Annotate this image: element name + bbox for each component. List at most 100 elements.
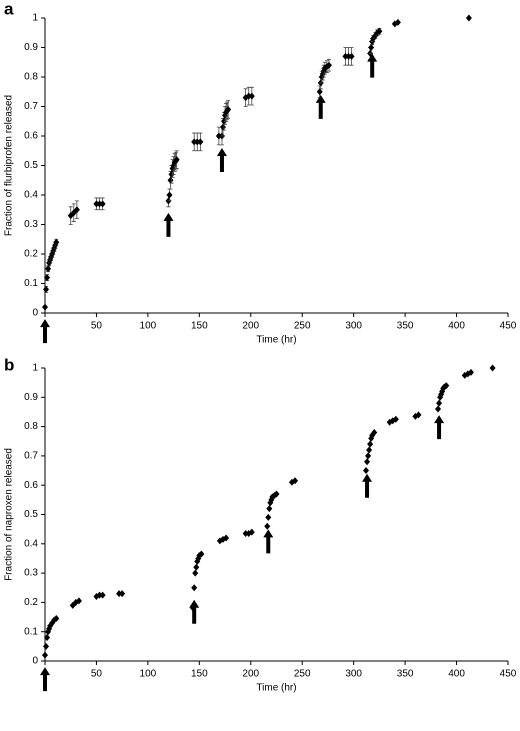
point	[197, 138, 204, 146]
x-axis-label: Time (hr)	[256, 335, 296, 346]
x-tick-label: 300	[345, 669, 362, 680]
y-tick-label: 0.3	[24, 219, 38, 230]
point	[198, 550, 205, 558]
arrow	[362, 473, 373, 498]
y-tick-label: 0.1	[24, 278, 38, 289]
point	[96, 591, 103, 599]
point	[376, 27, 383, 35]
x-tick-label: 150	[191, 321, 208, 332]
y-tick-label: 1	[32, 13, 38, 24]
point	[345, 52, 352, 60]
point	[191, 584, 198, 592]
y-tick-label: 0.5	[24, 160, 38, 171]
y-tick-label: 0.7	[24, 451, 38, 462]
y-axis-label: Fraction of naproxen released	[4, 448, 15, 581]
point	[168, 170, 175, 178]
x-tick-label: 100	[140, 321, 157, 332]
point	[43, 285, 50, 293]
point	[316, 88, 323, 96]
y-tick-label: 0.2	[24, 597, 38, 608]
y-tick-label: 0.5	[24, 509, 38, 520]
point	[266, 505, 273, 513]
point	[365, 452, 372, 460]
x-tick-label: 100	[140, 669, 157, 680]
point	[93, 200, 100, 208]
point	[192, 569, 199, 577]
point	[191, 138, 198, 146]
point	[173, 156, 180, 164]
y-tick-label: 0.8	[24, 421, 38, 432]
point	[242, 530, 249, 538]
arrow	[263, 529, 274, 554]
arrow	[163, 212, 174, 237]
point	[42, 303, 48, 311]
point	[245, 92, 252, 100]
point	[116, 590, 123, 598]
arrow	[40, 319, 50, 344]
y-tick-label: 0.7	[24, 101, 38, 112]
x-tick-label: 350	[397, 669, 414, 680]
point	[363, 467, 370, 475]
y-tick-label: 0.4	[24, 190, 38, 201]
point	[366, 446, 373, 454]
point	[99, 591, 106, 599]
point	[53, 238, 60, 246]
point	[194, 138, 201, 146]
point	[193, 563, 200, 571]
point	[264, 522, 271, 530]
point	[119, 590, 126, 598]
x-axis-label: Time (hr)	[256, 683, 296, 694]
x-tick-label: 250	[294, 321, 311, 332]
point	[436, 399, 443, 407]
arrow	[315, 94, 326, 119]
point	[219, 123, 226, 131]
point	[96, 200, 103, 208]
point	[42, 651, 48, 659]
x-tick-label: 400	[448, 321, 465, 332]
y-tick-label: 0.2	[24, 249, 38, 260]
x-tick-label: 50	[91, 321, 103, 332]
point	[435, 405, 442, 413]
point	[467, 368, 474, 376]
point	[368, 44, 375, 51]
x-tick-label: 450	[500, 669, 517, 680]
point	[443, 382, 450, 390]
y-tick-label: 0.4	[24, 538, 38, 549]
x-tick-label: 350	[397, 321, 414, 332]
y-tick-label: 0.3	[24, 568, 38, 579]
point	[223, 534, 230, 542]
point	[364, 458, 371, 466]
y-tick-label: 0	[32, 656, 38, 667]
x-tick-label: 50	[91, 669, 103, 680]
point	[44, 634, 51, 642]
point	[45, 265, 52, 273]
point	[167, 176, 174, 184]
y-tick-label: 0.6	[24, 480, 38, 491]
y-tick-label: 0.8	[24, 72, 38, 83]
arrow	[434, 415, 445, 440]
point	[73, 206, 80, 214]
point	[292, 477, 299, 485]
arrow	[216, 148, 227, 172]
x-tick-label: 250	[294, 669, 311, 680]
point	[43, 642, 50, 650]
x-tick-label: 300	[345, 321, 362, 332]
point	[44, 274, 51, 282]
y-tick-label: 0.9	[24, 392, 38, 403]
point	[342, 52, 349, 60]
arrow	[367, 53, 378, 78]
x-tick-label: 200	[242, 669, 259, 680]
y-tick-label: 0.9	[24, 42, 38, 53]
arrow	[189, 599, 200, 624]
arrow	[40, 667, 50, 692]
point	[225, 105, 232, 113]
point	[75, 597, 82, 605]
x-tick-label: 400	[448, 669, 465, 680]
point	[465, 14, 472, 22]
panel-label: b	[4, 355, 14, 374]
point	[489, 364, 496, 372]
point	[248, 528, 255, 536]
x-tick-label: 450	[500, 321, 517, 332]
point	[273, 490, 280, 498]
